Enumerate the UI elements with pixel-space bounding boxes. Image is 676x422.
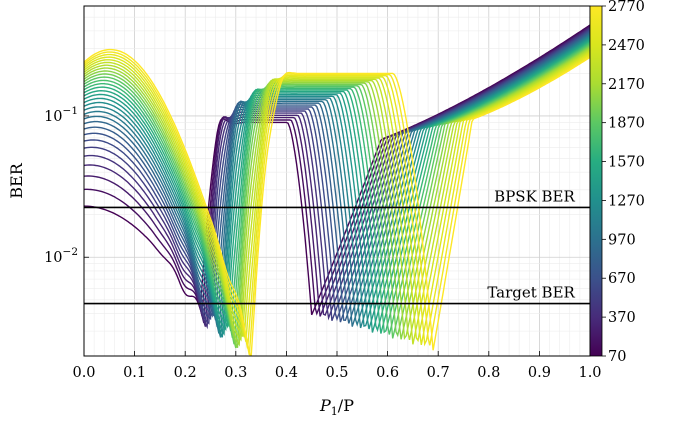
x-axis-ticks: 0.0 0.1 0.2 0.3 0.4 0.5 0.6 0.7 0.8 0.9 1.0	[72, 351, 602, 381]
colorbar-tick-label: 1570	[608, 155, 645, 171]
colorbar-tick-label: 1270	[608, 193, 645, 209]
colorbar	[589, 5, 603, 357]
colorbar-tick-label: 2770	[608, 0, 645, 15]
colorbar-tick-label: 370	[608, 310, 636, 326]
ber-curve	[84, 33, 590, 328]
y-axis-label: BER	[7, 162, 26, 198]
y-tick-label: 10−1	[44, 105, 78, 125]
ber-curve	[84, 51, 590, 356]
reference-line-label: Target BER	[487, 284, 575, 302]
ber-curve	[84, 51, 590, 343]
ber-curve	[84, 30, 590, 323]
x-axis-label: P1/P	[319, 396, 354, 418]
colorbar-tick-label: 2170	[608, 77, 645, 93]
x-tick-label: 0.1	[123, 365, 146, 381]
x-tick-label: 0.2	[174, 365, 197, 381]
x-tick-label: 0.8	[477, 365, 500, 381]
x-tick-label: 0.0	[72, 365, 95, 381]
reference-line-label: BPSK BER	[494, 187, 575, 205]
ber-curve	[84, 45, 590, 349]
ber-curve	[84, 48, 590, 356]
ber-curve	[84, 47, 590, 347]
ber-curve	[84, 34, 590, 334]
x-tick-label: 0.9	[528, 365, 551, 381]
x-tick-label: 0.6	[376, 365, 399, 381]
ber-curve	[84, 46, 590, 349]
ber-curve	[84, 39, 590, 333]
colorbar-tick-label: 970	[608, 232, 636, 248]
ber-curve	[84, 35, 590, 338]
ber-curve	[84, 52, 590, 346]
colorbar-tick-label: 2470	[608, 38, 645, 54]
ber-curve	[84, 40, 590, 334]
ber-curve	[84, 48, 590, 342]
ber-curve	[84, 41, 590, 334]
ber-curve	[84, 32, 590, 324]
colorbar-tick-label: 1870	[608, 116, 645, 132]
x-tick-label: 0.4	[275, 365, 298, 381]
ber-curve	[84, 29, 590, 322]
ber-curve	[84, 44, 590, 345]
y-tick-label: 10−2	[44, 246, 78, 266]
ber-curve	[84, 50, 590, 345]
ber-curve	[84, 37, 590, 336]
x-tick-label: 0.3	[224, 365, 247, 381]
x-tick-label: 0.7	[427, 365, 450, 381]
x-tick-label: 0.5	[325, 365, 348, 381]
colorbar-tick-label: 70	[608, 349, 626, 365]
x-tick-label: 1.0	[578, 365, 601, 381]
reference-lines: BPSK BER Target BER	[84, 187, 590, 305]
ber-curve	[84, 53, 590, 349]
colorbar-tick-label: 670	[608, 271, 636, 287]
colorbar-ticks: 70 370 670 970 1270 1570 1870 2170 2470 2770	[602, 0, 645, 365]
ber-curve	[84, 42, 590, 338]
ber-curve	[84, 38, 590, 333]
y-axis-ticks: 10−2 10−1	[44, 105, 89, 266]
ber-curve	[84, 36, 590, 338]
